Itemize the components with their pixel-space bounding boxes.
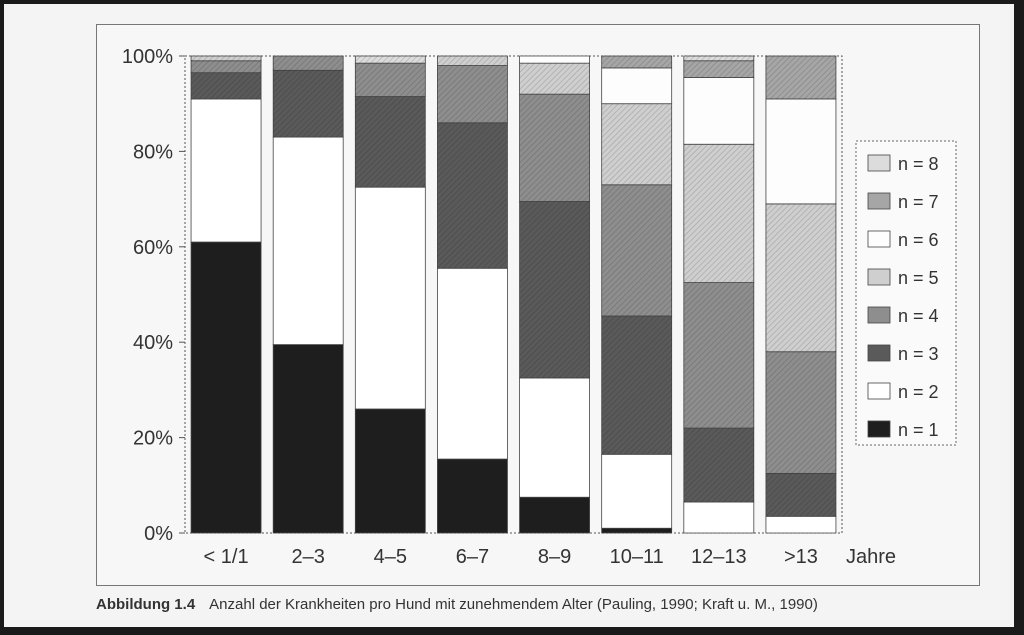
y-tick-label: 60% xyxy=(133,237,173,259)
bar-segment xyxy=(190,98,262,243)
bar-segment-texture xyxy=(355,96,426,188)
axes-group: 0% 20% 40% 60% 80% 100% < 1/1 2–3 4–5 6–7 8–9 10–11… xyxy=(122,46,896,568)
bar-segment-texture xyxy=(437,65,508,123)
bar-segment-texture xyxy=(191,60,262,73)
bar-segment-texture xyxy=(683,144,754,283)
y-tick-label: 100% xyxy=(122,46,173,68)
bar-segment xyxy=(683,501,755,534)
bar-segment-texture xyxy=(273,70,344,138)
legend-swatch xyxy=(867,420,891,438)
bar-segment xyxy=(519,377,590,498)
bar-segment xyxy=(765,515,837,534)
legend-label: n = 2 xyxy=(898,382,939,402)
x-tick-label: 4–5 xyxy=(374,546,407,568)
x-tick-label: >13 xyxy=(784,546,818,568)
bar-segment-texture xyxy=(601,315,672,455)
bar-segment-texture xyxy=(601,184,672,316)
bar-segment xyxy=(765,98,837,205)
bar-segment xyxy=(272,136,344,345)
bar-segment-texture xyxy=(683,60,754,78)
legend-label: n = 3 xyxy=(898,344,939,364)
x-tick-label: 6–7 xyxy=(456,546,489,568)
bar-segment-texture xyxy=(437,56,508,66)
bar-segment-texture xyxy=(765,56,836,99)
bar-segment-texture xyxy=(519,201,590,378)
bar-segment xyxy=(272,344,344,534)
bar-segment xyxy=(683,77,755,145)
bar-segment-texture xyxy=(191,72,262,99)
bar-segment-texture xyxy=(273,56,344,71)
bar-segment-texture xyxy=(683,428,754,502)
legend-label: n = 1 xyxy=(898,420,939,440)
legend: n = 8 n = 7 n = 6 n = 5 n = 4 n = 3 n = 2 n = 1 xyxy=(855,140,957,446)
bar-segment-texture xyxy=(683,56,754,61)
legend-label: n = 8 xyxy=(898,154,939,174)
figure-number: Abbildung 1.4 xyxy=(96,596,196,613)
bar-segment-texture xyxy=(355,56,426,64)
y-tick-label: 0% xyxy=(144,523,173,545)
legend-label: n = 7 xyxy=(898,192,939,212)
bar-segment-texture xyxy=(601,56,672,68)
caption-text: Anzahl der Krankheiten pro Hund mit zune… xyxy=(209,596,818,613)
y-tick-label: 20% xyxy=(133,428,173,450)
bar-segment-texture xyxy=(765,203,836,352)
legend-swatch xyxy=(867,306,891,324)
bar-segment xyxy=(601,527,673,534)
legend-swatch xyxy=(867,344,891,362)
legend-swatch xyxy=(867,192,891,210)
legend-swatch xyxy=(867,230,891,248)
bar-segment-texture xyxy=(191,56,262,61)
bar-segment xyxy=(601,67,673,105)
legend-swatch xyxy=(867,154,891,172)
bar-segment-texture xyxy=(765,351,836,474)
plot-frame xyxy=(184,55,843,534)
bar-segment xyxy=(437,458,508,534)
legend-swatch xyxy=(867,382,891,400)
bar-segment-texture xyxy=(355,63,426,97)
x-tick-label: 8–9 xyxy=(538,546,571,568)
bar-segment xyxy=(519,55,590,64)
bar-segment-texture xyxy=(765,473,836,517)
bar-segment-texture xyxy=(519,94,590,202)
bar-segment-texture xyxy=(519,63,590,95)
bars-group xyxy=(190,55,837,534)
bar-segment-texture xyxy=(601,103,672,185)
x-tick-label: 10–11 xyxy=(610,546,664,568)
y-tick-label: 80% xyxy=(133,141,173,163)
legend-label: n = 4 xyxy=(898,306,939,326)
stacked-bar-chart: 0% 20% 40% 60% 80% 100% < 1/1 2–3 4–5 6–7 8–9 10–11… xyxy=(122,46,957,568)
legend-label: n = 6 xyxy=(898,230,939,250)
bar-segment xyxy=(601,453,673,529)
bar-segment-texture xyxy=(683,282,754,429)
bar-segment xyxy=(354,186,426,410)
bar-segment xyxy=(437,267,508,460)
legend-label: n = 5 xyxy=(898,268,939,288)
bar-segment-texture xyxy=(437,122,508,269)
y-tick-label: 40% xyxy=(133,332,173,354)
x-tick-label: 2–3 xyxy=(292,546,325,568)
legend-swatch xyxy=(867,268,891,286)
x-unit-label: Jahre xyxy=(846,546,896,568)
bar-segment xyxy=(519,496,590,534)
bar-segment xyxy=(190,241,262,534)
x-tick-label: < 1/1 xyxy=(204,546,249,568)
x-tick-label: 12–13 xyxy=(691,546,747,568)
bar-segment xyxy=(354,408,426,534)
figure-caption: Abbildung 1.4 Anzahl der Krankheiten pro … xyxy=(96,596,996,613)
chart-panel: 0% 20% 40% 60% 80% 100% < 1/1 2–3 4–5 6–7 8–9 10–11… xyxy=(96,24,980,586)
